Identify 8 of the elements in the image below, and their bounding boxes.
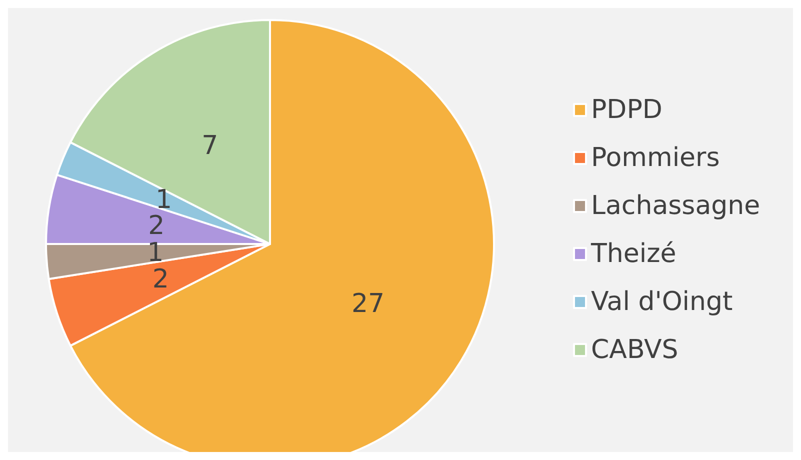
legend-label: CABVS [591, 335, 678, 365]
legend-label: Val d'Oingt [591, 287, 733, 317]
legend-label: PDPD [591, 95, 662, 125]
data-label: 7 [202, 130, 218, 161]
legend-label: Pommiers [591, 143, 720, 173]
legend-label: Theizé [590, 239, 676, 269]
data-label: 27 [352, 289, 385, 320]
legend-label: Lachassagne [591, 191, 760, 221]
